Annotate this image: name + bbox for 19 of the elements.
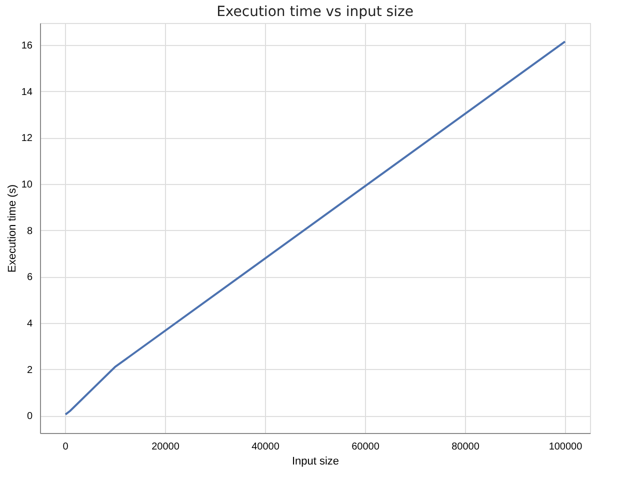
y-tick-label: 0 — [26, 411, 33, 422]
y-tick-label: 6 — [26, 272, 33, 284]
x-tick-label: 80000 — [452, 442, 480, 452]
chart-title: Execution time vs input size — [216, 4, 414, 20]
y-axis-title: Execution time (s) — [6, 184, 18, 273]
x-tick-label: 0 — [62, 442, 69, 452]
x-tick-label: 20000 — [152, 442, 180, 452]
x-tick-label: 60000 — [352, 442, 380, 452]
x-tick-label: 100000 — [548, 442, 583, 452]
line-series — [64, 40, 566, 416]
y-tick-label: 10 — [21, 179, 33, 190]
y-tick-label: 12 — [21, 133, 33, 144]
y-tick-label: 4 — [26, 318, 33, 330]
y-tick-label: 8 — [26, 226, 33, 237]
x-axis-title: Input size — [292, 456, 340, 468]
y-tick-label: 2 — [26, 364, 33, 376]
y-tick-label: 16 — [21, 40, 33, 52]
y-tick-label: 14 — [21, 86, 33, 98]
x-tick-label: 40000 — [252, 442, 280, 452]
